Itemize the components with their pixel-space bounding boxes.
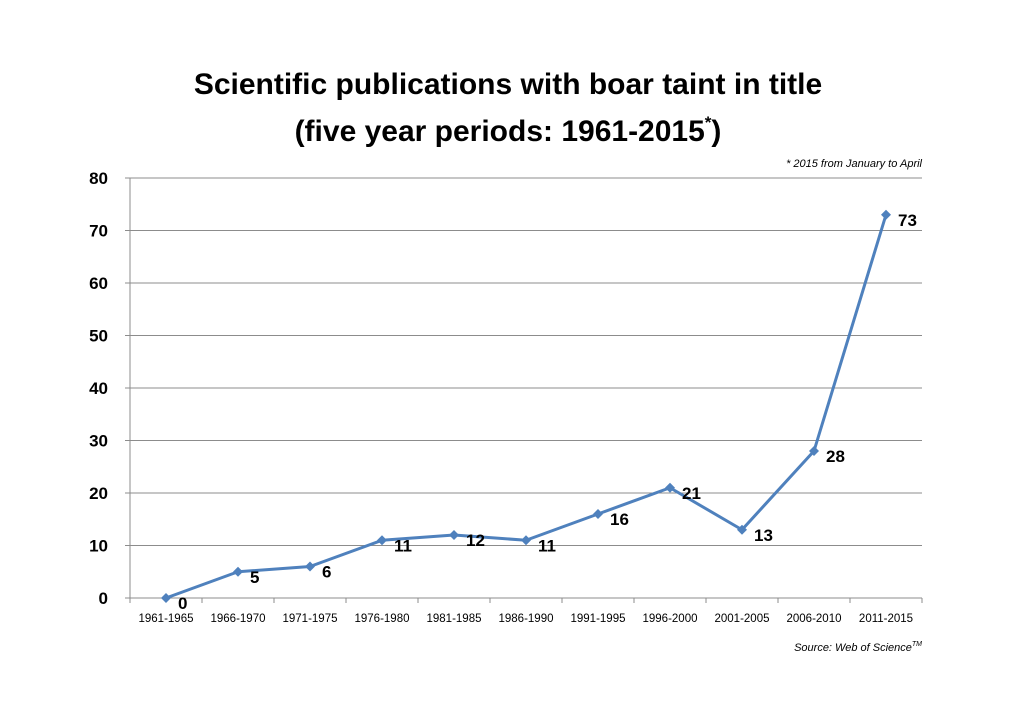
y-tick-label: 20 <box>89 484 108 503</box>
data-label: 73 <box>898 211 917 230</box>
data-point-marker <box>305 561 315 572</box>
data-point-marker <box>665 482 675 493</box>
data-point-marker <box>809 446 819 456</box>
x-tick-label: 1991-1995 <box>571 613 626 625</box>
data-point-marker <box>521 535 531 546</box>
x-tick-label: 2011-2015 <box>859 613 913 625</box>
chart-title-line2-main: (five year periods: 1961-2015 <box>295 115 705 148</box>
data-point-marker <box>449 530 459 540</box>
chart-title-line1: Scientific publications with boar taint … <box>194 68 822 101</box>
data-label: 0 <box>178 594 187 613</box>
data-label: 28 <box>826 447 845 466</box>
x-tick-label: 2006-2010 <box>787 613 842 625</box>
data-label: 5 <box>250 568 259 587</box>
data-label: 11 <box>394 536 412 555</box>
data-labels: 0 5 6 11 12 11 16 21 13 28 73 <box>178 211 917 613</box>
chart-title-close: ) <box>711 115 721 148</box>
y-tick-label: 0 <box>99 589 108 608</box>
chart-note: * 2015 from January to April <box>786 158 922 170</box>
y-tick-label: 50 <box>89 327 108 346</box>
x-tick-label: 1981-1985 <box>427 613 482 625</box>
chart-title-asterisk: * <box>705 113 712 132</box>
x-tick-label: 1996-2000 <box>643 613 698 625</box>
x-tick-label: 1961-1965 <box>139 613 194 625</box>
x-tick-label: 1986-1990 <box>499 613 554 625</box>
data-point-marker <box>593 509 603 519</box>
x-tick-label: 1971-1975 <box>283 613 338 625</box>
x-tick-label: 2001-2005 <box>715 613 770 625</box>
data-point-marker <box>161 593 171 603</box>
y-tick-label: 10 <box>89 537 108 556</box>
data-label: 13 <box>754 526 773 545</box>
data-label: 16 <box>610 510 629 529</box>
data-label: 11 <box>538 536 556 555</box>
x-axis-ticks: 1961-1965 1966-1970 1971-1975 1976-1980 1981… <box>129 598 923 625</box>
data-point-marker <box>737 524 747 535</box>
data-point-marker <box>233 566 243 577</box>
data-point-marker <box>377 535 387 546</box>
data-label: 12 <box>466 531 485 550</box>
chart-source-text: Source: Web of Science <box>794 642 912 654</box>
x-tick-label: 1966-1970 <box>211 613 266 625</box>
x-tick-label: 1976-1980 <box>355 613 410 625</box>
y-tick-label: 80 <box>89 169 108 188</box>
data-label: 6 <box>322 563 331 582</box>
chart-source: Source: Web of ScienceTM <box>794 641 922 654</box>
chart-title-line2: (five year periods: 1961-2015*) <box>295 113 722 148</box>
y-tick-label: 70 <box>89 222 108 241</box>
y-axis-ticks: 0 10 20 30 40 50 60 70 80 <box>89 169 130 608</box>
data-point-marker <box>881 209 891 220</box>
y-tick-label: 40 <box>89 379 108 398</box>
y-tick-label: 30 <box>89 432 108 451</box>
y-tick-label: 60 <box>89 274 108 293</box>
gridlines <box>130 177 922 546</box>
chart-source-tm: TM <box>912 641 922 648</box>
data-label: 21 <box>682 484 701 503</box>
data-markers <box>161 209 891 603</box>
